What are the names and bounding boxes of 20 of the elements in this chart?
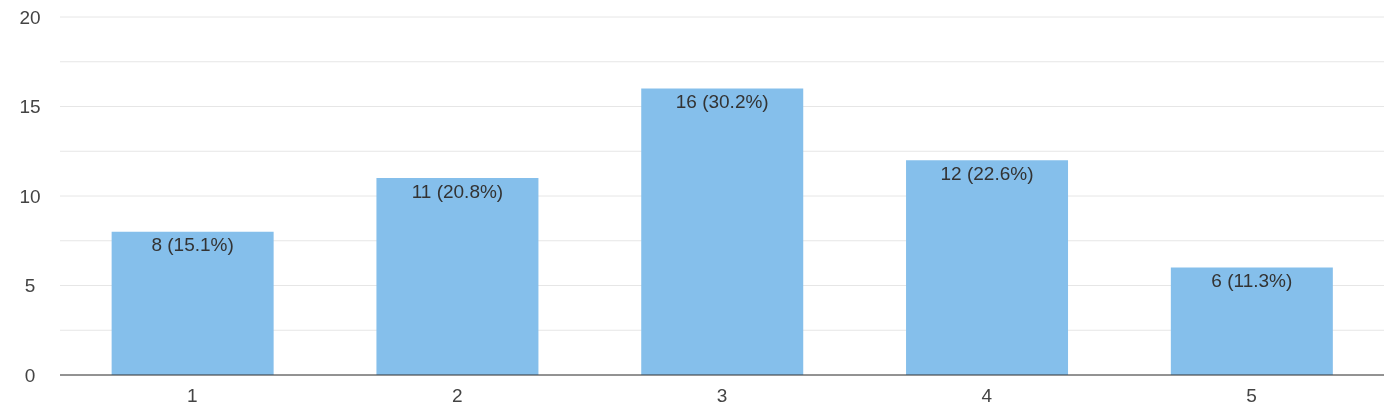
data-label: 6 (11.3%) [1211, 270, 1293, 292]
bar [376, 178, 539, 375]
y-tick-label: 10 [19, 185, 41, 207]
x-tick-label: 4 [981, 385, 993, 407]
data-label: 12 (22.6%) [940, 162, 1034, 184]
x-tick-label: 3 [716, 385, 728, 407]
x-tick-label: 1 [187, 385, 198, 407]
data-label: 11 (20.8%) [411, 180, 504, 202]
x-tick-label: 5 [1246, 385, 1257, 407]
y-tick-label: 15 [19, 96, 41, 118]
bar [906, 160, 1069, 375]
bar [641, 88, 804, 375]
y-tick-label: 20 [19, 6, 41, 28]
x-tick-label: 2 [451, 385, 463, 407]
bar [111, 231, 274, 375]
data-label: 16 (30.2%) [675, 91, 769, 113]
bar [1170, 267, 1333, 375]
y-tick-label: 0 [24, 364, 36, 386]
y-tick-label: 5 [24, 275, 36, 297]
data-label: 8 (15.1%) [151, 234, 234, 256]
